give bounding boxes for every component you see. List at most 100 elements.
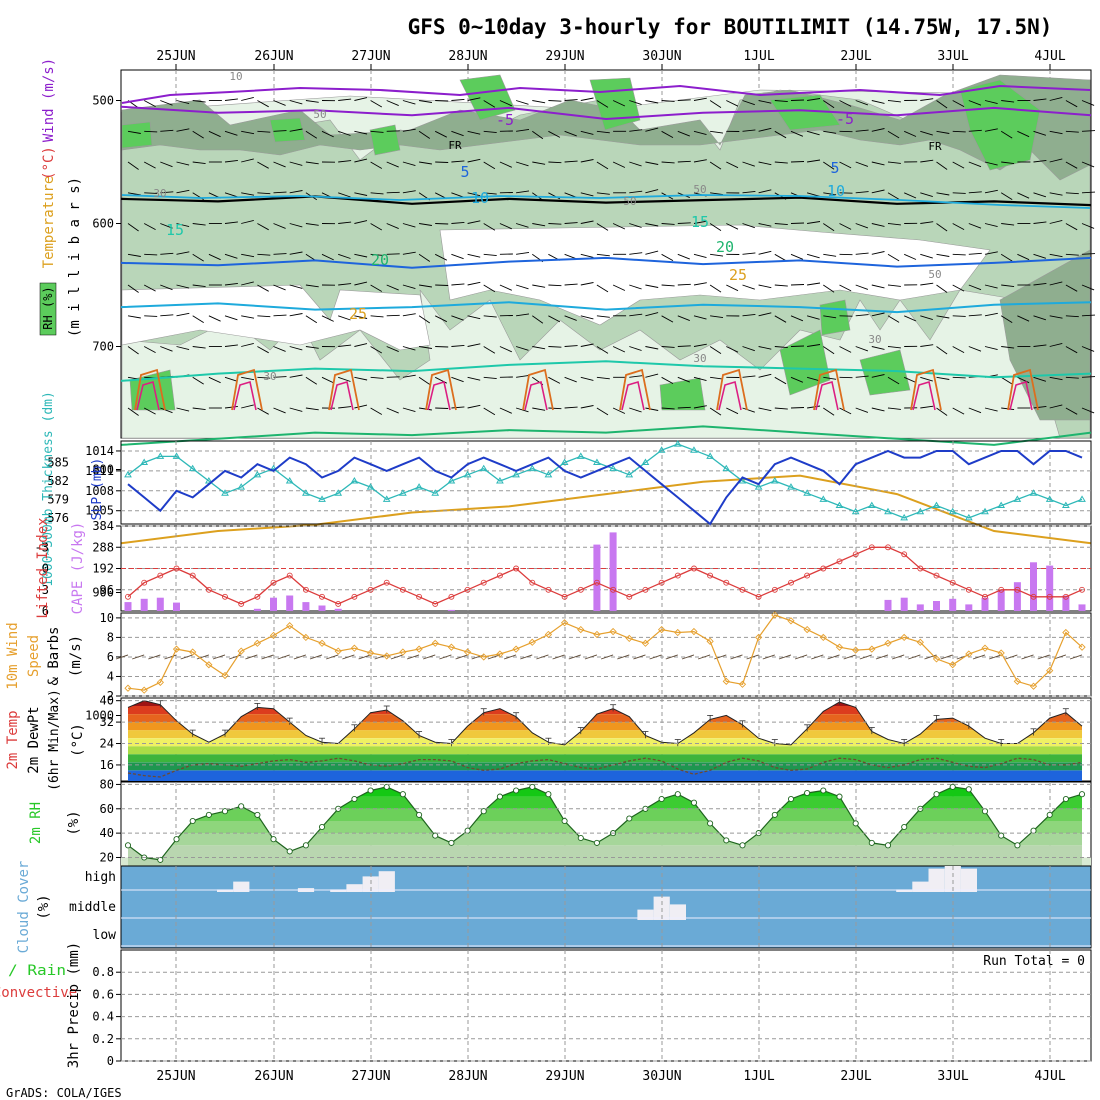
- rh-point: [529, 783, 536, 790]
- wind-barb: [160, 407, 173, 414]
- cape-bar: [916, 604, 924, 611]
- lifted-index-point: [367, 586, 374, 593]
- isotherm-30: [1007, 368, 1039, 411]
- rh-clear-area: [439, 224, 991, 326]
- chart-title: GFS 0~10day 3-hourly for BOUTILIMIT (14.…: [408, 15, 1053, 39]
- wind-barb: [742, 252, 756, 255]
- wind-barb: [661, 284, 675, 287]
- wind-barb: [160, 100, 173, 106]
- wind-barb: [968, 100, 982, 106]
- wind-barb: [823, 192, 837, 196]
- wind-barb: [807, 282, 821, 286]
- isotherm-label: FR: [928, 140, 942, 153]
- wind-barb: [1081, 284, 1095, 291]
- thickness-point: [932, 501, 941, 509]
- wind-speed-point: [496, 650, 504, 658]
- wind-barb: [532, 284, 546, 288]
- wind-barb: [127, 315, 141, 319]
- lifted-index-point: [788, 579, 794, 586]
- rh-point: [1030, 827, 1037, 834]
- rh-point: [804, 789, 811, 797]
- lifted-index-point: [707, 572, 714, 579]
- wind-barb: [887, 161, 901, 164]
- wind-barb: [709, 346, 722, 354]
- wind-barb: [790, 253, 804, 260]
- wind-barb: [936, 192, 950, 196]
- wind-barb: [887, 315, 900, 323]
- isotherm-35: [427, 380, 451, 411]
- wind-barb: [693, 315, 707, 320]
- wind-speed-point: [334, 647, 342, 655]
- wind-barb: [1033, 221, 1047, 224]
- wind-barb: [289, 313, 303, 317]
- wind-barb: [790, 345, 805, 347]
- wind-barb: [693, 130, 707, 136]
- thickness-point: [884, 507, 892, 515]
- wind-barb: [1065, 100, 1078, 108]
- wind-speed-point: [318, 639, 326, 647]
- wind-barb: [984, 100, 998, 105]
- isotherm-label: 10: [827, 182, 845, 200]
- cloud-axis-label: Cloud Cover: [16, 861, 32, 954]
- thickness-point: [851, 507, 860, 515]
- wind-barb: [726, 284, 739, 292]
- wind-speed-point: [269, 631, 278, 640]
- wind-barb: [467, 281, 481, 286]
- rh-point: [965, 786, 972, 793]
- precip-tick-label: 0.6: [92, 987, 114, 1001]
- wind-barb: [338, 160, 352, 163]
- wind-barb-10m: [794, 654, 808, 660]
- wind-barb: [451, 221, 465, 224]
- wind-barb: [1033, 192, 1047, 198]
- rh-point: [545, 791, 552, 798]
- wind-barb: [516, 128, 530, 132]
- precip-tick-label: 0.4: [92, 1010, 114, 1024]
- wind-barb: [758, 284, 772, 289]
- wind-barb: [224, 405, 238, 409]
- lifted-index-point: [545, 586, 552, 593]
- wind-barb: [596, 161, 609, 170]
- wind-barb: [1081, 376, 1096, 378]
- wind-barb: [402, 313, 416, 317]
- lifted-index-point: [933, 572, 940, 579]
- wind-barb: [645, 250, 659, 255]
- bottom-date-label: 27JUN: [351, 1069, 390, 1084]
- wind-barb: [515, 284, 529, 290]
- wind-barb: [370, 223, 383, 231]
- cloud-bar: [637, 909, 654, 920]
- wind-barb: [160, 129, 174, 132]
- wind-barb: [952, 376, 966, 379]
- wind-barb: [596, 100, 609, 108]
- thickness-point: [981, 507, 989, 515]
- wind10m-unit-label: (m/s): [68, 635, 84, 677]
- wind-barb-10m: [406, 654, 420, 660]
- wind-barb: [192, 407, 206, 411]
- rh-point: [674, 791, 681, 798]
- wind-barb: [871, 407, 885, 412]
- wind-speed-tick-label: 6: [107, 650, 114, 664]
- wind-barb: [305, 315, 318, 324]
- precip-tick-label: 0: [107, 1054, 114, 1068]
- wind-barb: [289, 223, 303, 228]
- wind-barb: [677, 406, 691, 409]
- wind-barb: [354, 192, 368, 196]
- wind-barb-10m: [649, 654, 662, 660]
- temp-band: [128, 770, 1082, 781]
- wind-barb: [289, 251, 303, 255]
- wind-barb: [419, 284, 432, 288]
- wind-barb: [127, 130, 141, 134]
- lifted-index-tick-label: -3: [35, 540, 49, 554]
- wind-barb-10m: [843, 654, 856, 660]
- wind-barb: [241, 376, 255, 381]
- wind-barb-10m: [972, 654, 986, 660]
- bottom-date-label: 26JUN: [254, 1069, 293, 1084]
- wind-barb: [1049, 219, 1063, 224]
- thickness-point: [964, 513, 973, 521]
- top-date-label: 1JUL: [743, 49, 774, 64]
- wind-barb: [386, 346, 399, 353]
- wind-barb: [677, 130, 690, 137]
- wind-barb-10m: [1069, 654, 1083, 660]
- wind-barb: [710, 315, 724, 319]
- isotherm-35: [136, 380, 160, 411]
